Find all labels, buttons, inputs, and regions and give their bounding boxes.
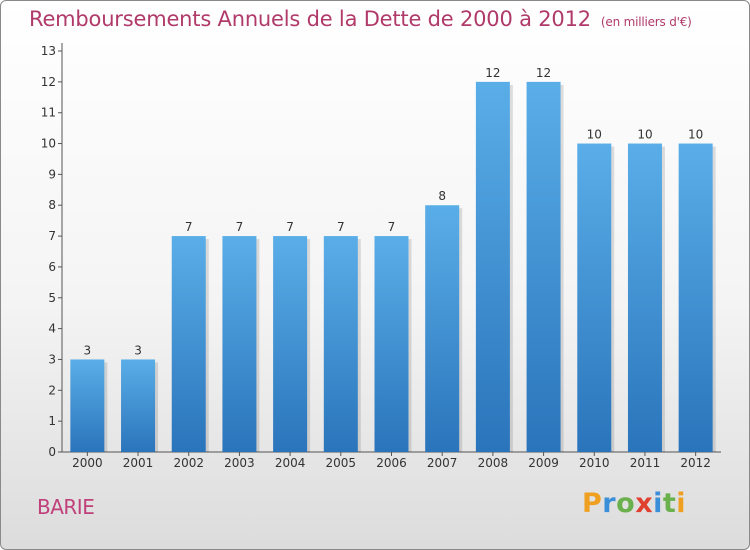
bars <box>70 81 716 453</box>
x-tick-label: 2000 <box>72 456 103 470</box>
y-tick-label: 1 <box>48 414 56 428</box>
x-tick-label: 2012 <box>680 456 711 470</box>
bar <box>121 359 156 452</box>
logo-letter: t <box>662 488 677 519</box>
x-tick-label: 2010 <box>579 456 610 470</box>
bar <box>70 359 105 452</box>
data-label: 10 <box>587 128 602 142</box>
y-tick-label: 7 <box>48 229 56 243</box>
logo-letter: r <box>602 488 617 519</box>
chart-title-text: Remboursements Annuels de la Dette de 20… <box>29 7 591 31</box>
data-label: 7 <box>185 220 193 234</box>
bar <box>475 81 510 452</box>
y-tick-label: 9 <box>48 167 56 181</box>
y-tick-label: 5 <box>48 291 56 305</box>
y-tick-label: 3 <box>48 352 56 366</box>
x-tick-label: 2005 <box>326 456 357 470</box>
bar <box>678 143 713 453</box>
data-label: 8 <box>438 189 446 203</box>
bar <box>171 236 206 452</box>
data-label: 10 <box>637 128 652 142</box>
logo-letter: o <box>616 488 636 519</box>
chart-unit-note: (en milliers d'€) <box>600 15 692 29</box>
x-tick-label: 2008 <box>478 456 509 470</box>
chart-title: Remboursements Annuels de la Dette de 20… <box>29 7 692 31</box>
x-tick-label: 2007 <box>427 456 458 470</box>
bar <box>425 205 460 452</box>
data-label: 12 <box>485 66 500 80</box>
x-tick-label: 2002 <box>173 456 204 470</box>
x-tick-label: 2003 <box>224 456 255 470</box>
bar <box>374 236 409 452</box>
data-label: 12 <box>536 66 551 80</box>
y-tick-label: 13 <box>41 44 56 58</box>
bar <box>627 143 662 453</box>
bar <box>526 81 561 452</box>
logo-letter: i <box>653 488 663 519</box>
data-label: 7 <box>286 220 294 234</box>
bar <box>323 236 358 452</box>
data-label: 7 <box>236 220 244 234</box>
x-tick-label: 2009 <box>528 456 559 470</box>
data-label: 7 <box>388 220 396 234</box>
data-label: 10 <box>688 128 703 142</box>
y-tick-label: 0 <box>48 445 56 459</box>
data-label: 3 <box>84 343 92 357</box>
logo-letter: i <box>676 488 687 519</box>
bar <box>273 236 308 452</box>
location-label: BARIE <box>37 495 95 519</box>
x-tick-label: 2006 <box>376 456 407 470</box>
logo-letter: x <box>635 488 654 519</box>
y-tick-label: 4 <box>48 322 56 336</box>
y-tick-label: 8 <box>48 198 56 212</box>
value-labels: 3 3 7 7 7 7 7 8 12 12 10 10 10 <box>84 66 704 358</box>
x-tick-label: 2001 <box>123 456 154 470</box>
y-tick-label: 10 <box>41 137 56 151</box>
data-label: 3 <box>134 343 142 357</box>
data-label: 7 <box>337 220 345 234</box>
bar <box>222 236 257 452</box>
y-tick-label: 12 <box>41 75 56 89</box>
proxiti-logo: Proxiti <box>582 488 686 519</box>
y-tick-label: 6 <box>48 260 56 274</box>
y-tick-label: 11 <box>41 106 56 120</box>
x-tick-label: 2011 <box>630 456 661 470</box>
bar <box>577 143 612 453</box>
y-tick-label: 2 <box>48 383 56 397</box>
x-tick-label: 2004 <box>275 456 306 470</box>
logo-letter: P <box>582 488 603 519</box>
